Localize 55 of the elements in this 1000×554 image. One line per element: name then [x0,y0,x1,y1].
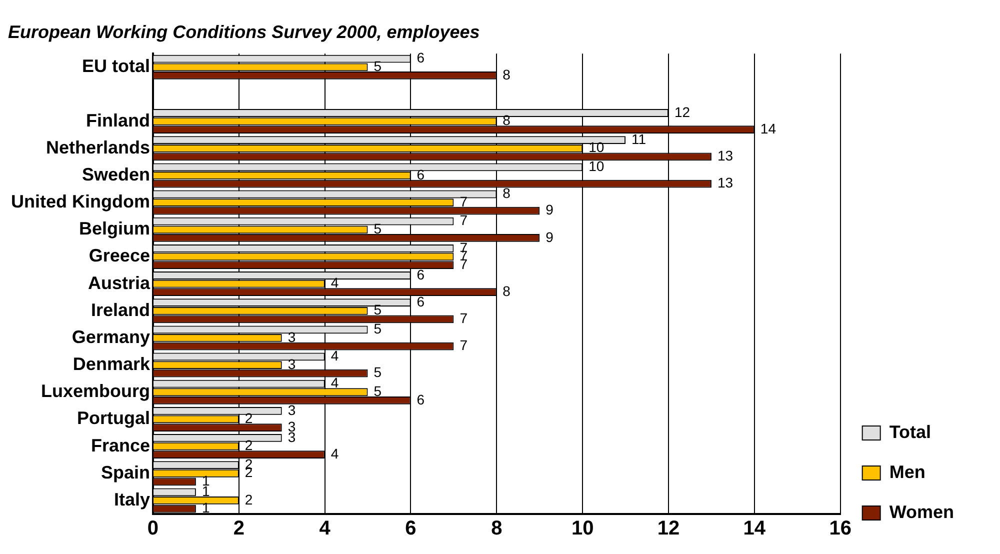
data-label: 9 [546,202,554,218]
legend-label: Total [889,422,931,442]
data-label: 13 [717,174,734,191]
y-tick-label: France [90,435,150,456]
data-label: 4 [330,445,339,462]
data-label: 2 [244,491,253,508]
data-label: 4 [330,348,339,364]
data-label: 7 [460,337,468,354]
data-label: 13 [717,148,734,164]
y-tick-label: Spain [100,462,150,482]
x-tick-label: 2 [233,518,244,540]
data-label: 4 [330,374,339,391]
x-tick-label: 8 [491,518,502,540]
data-label: 8 [502,185,511,202]
data-label: 3 [288,402,296,418]
chart-title: European Working Conditions Survey 2000, employees [8,22,480,42]
data-label: 5 [374,382,382,399]
y-tick-label: EU total [82,56,150,76]
data-label: 9 [546,228,554,245]
y-tick-label: Germany [72,326,150,347]
data-label: 5 [374,364,382,380]
data-label: 8 [502,66,511,82]
y-tick-label: Finland [86,110,150,130]
y-tick-label: United Kingdom [10,192,150,212]
data-label: 7 [460,310,468,326]
y-tick-label: Italy [114,489,150,510]
y-tick-label: Portugal [76,408,150,428]
data-label: 8 [502,282,511,299]
legend-label: Women [889,502,954,522]
x-tick-label: 4 [319,518,332,540]
data-label: 10 [588,158,604,174]
x-tick-label: 10 [571,518,594,540]
y-tick-label: Austria [88,272,151,293]
x-tick-label: 16 [829,518,852,540]
data-label: 6 [416,293,425,310]
x-tick-label: 0 [147,518,159,540]
data-label: 5 [374,320,382,337]
y-tick-label: Luxembourg [40,381,150,402]
x-tick-label: 6 [405,518,416,540]
x-tick-label: 12 [657,518,680,540]
data-label: 6 [416,266,425,282]
data-label: 11 [632,130,646,147]
y-tick-label: Belgium [78,218,150,239]
y-tick-label: Denmark [72,354,151,374]
y-tick-label: Ireland [90,300,150,320]
x-tick-label: 14 [743,518,766,540]
y-tick-label: Netherlands [46,137,150,158]
legend-label: Men [889,462,926,482]
data-label: 6 [416,391,425,408]
data-label: 7 [460,212,468,228]
y-tick-label: Sweden [82,164,150,184]
data-label: 6 [416,50,425,66]
y-tick-label: Greece [88,246,150,266]
data-label: 12 [674,104,690,120]
data-label: 14 [760,120,776,136]
